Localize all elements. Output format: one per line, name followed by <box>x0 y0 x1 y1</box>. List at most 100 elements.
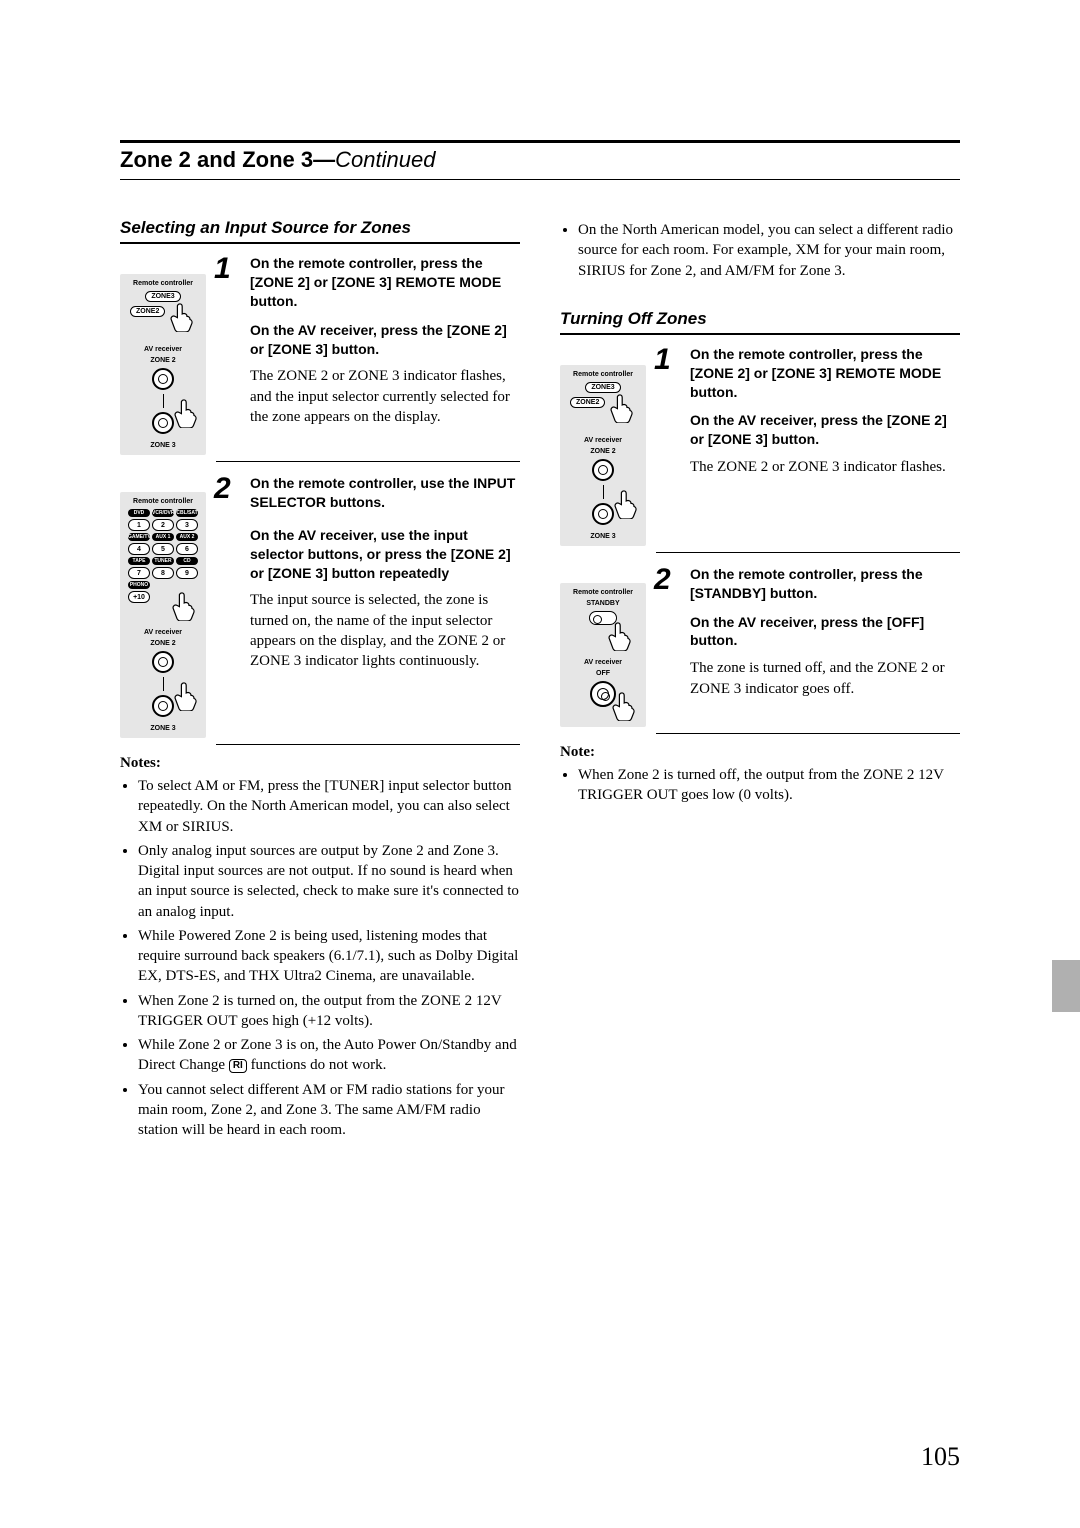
note-item: You cannot select different AM or FM rad… <box>138 1080 520 1141</box>
left-step1: Remote controller ZONE3 ZONE2 AV receive… <box>120 248 520 455</box>
right-step1-text: The ZONE 2 or ZONE 3 indicator flashes. <box>690 457 960 477</box>
hand-icon <box>612 489 638 519</box>
label-av: AV receiver <box>144 346 182 353</box>
right-step1-body: On the remote controller, press the [ZON… <box>690 345 960 478</box>
right-column: On the North American model, you can sel… <box>560 218 960 1140</box>
left-heading-rule <box>120 242 520 244</box>
hand-icon <box>172 681 198 711</box>
note-heading: Note: <box>560 744 960 761</box>
left-step1-bold1: On the remote controller, press the [ZON… <box>250 254 520 311</box>
right-step2-bold1: On the remote controller, press the [STA… <box>690 565 960 603</box>
step-divider <box>656 552 960 553</box>
zone3-knob-icon <box>152 695 174 717</box>
label-zone2: ZONE 2 <box>150 640 175 647</box>
hand-icon <box>168 302 194 332</box>
label-zone3: ZONE 3 <box>150 442 175 449</box>
left-step2-bold2: On the AV receiver, use the input select… <box>250 526 520 583</box>
keypad-icon: DVD VCR/DVR CBL/SAT 1 2 3 GAME/TV AUX 1 … <box>128 509 198 603</box>
zone2-button-icon: ZONE2 <box>570 397 605 408</box>
left-step2-body: On the remote controller, use the INPUT … <box>250 474 520 671</box>
hand-icon <box>172 398 198 428</box>
two-column-layout: Selecting an Input Source for Zones Remo… <box>120 218 960 1140</box>
hand-icon <box>606 621 632 651</box>
step-divider <box>216 461 520 462</box>
title-main: Zone 2 and Zone 3 <box>120 147 313 172</box>
left-step1-body: On the remote controller, press the [ZON… <box>250 254 520 427</box>
right-step1-bold1: On the remote controller, press the [ZON… <box>690 345 960 402</box>
right-step2-illus: Remote controller STANDBY AV receiver OF… <box>560 583 646 727</box>
zone3-knob-icon <box>152 412 174 434</box>
label-zone2: ZONE 2 <box>590 448 615 455</box>
note-item: When Zone 2 is turned on, the output fro… <box>138 991 520 1032</box>
left-step1-text: The ZONE 2 or ZONE 3 indicator flashes, … <box>250 366 520 427</box>
ri-icon: RI <box>229 1059 247 1073</box>
notes-list: To select AM or FM, press the [TUNER] in… <box>120 776 520 1140</box>
right-step2-bold2: On the AV receiver, press the [OFF] butt… <box>690 613 960 651</box>
connector-line <box>163 394 164 408</box>
zone2-knob-icon <box>592 459 614 481</box>
left-step1-bold2: On the AV receiver, press the [ZONE 2] o… <box>250 321 520 359</box>
thumb-tab <box>1052 960 1080 1012</box>
note-item: When Zone 2 is turned off, the output fr… <box>578 765 960 806</box>
right-top-bullet: On the North American model, you can sel… <box>560 220 960 281</box>
note-item: Only analog input sources are output by … <box>138 841 520 922</box>
title-rule-bottom <box>120 179 960 180</box>
page-title: Zone 2 and Zone 3—Continued <box>120 147 960 173</box>
left-step1-num: 1 <box>214 254 240 427</box>
note-item: While Zone 2 or Zone 3 is on, the Auto P… <box>138 1035 520 1076</box>
left-step2-num: 2 <box>214 474 240 671</box>
title-sep: — <box>313 147 335 172</box>
zone2-knob-icon <box>152 368 174 390</box>
connector-line <box>163 677 164 691</box>
label-standby: STANDBY <box>586 600 619 607</box>
right-top-bullet-text: On the North American model, you can sel… <box>578 220 960 281</box>
right-step2: Remote controller STANDBY AV receiver OF… <box>560 559 960 727</box>
left-step2-illus: Remote controller DVD VCR/DVR CBL/SAT 1 … <box>120 492 206 738</box>
title-rule-top <box>120 140 960 143</box>
note-item: To select AM or FM, press the [TUNER] in… <box>138 776 520 837</box>
left-heading: Selecting an Input Source for Zones <box>120 218 520 238</box>
zone3-knob-icon <box>592 503 614 525</box>
right-heading-rule <box>560 333 960 335</box>
label-off: OFF <box>596 670 610 677</box>
left-step2: Remote controller DVD VCR/DVR CBL/SAT 1 … <box>120 468 520 738</box>
zone3-button-icon: ZONE3 <box>145 291 180 302</box>
right-note-list: When Zone 2 is turned off, the output fr… <box>560 765 960 806</box>
title-continued: Continued <box>335 147 435 172</box>
right-heading: Turning Off Zones <box>560 309 960 329</box>
label-remote: Remote controller <box>133 280 193 287</box>
hand-icon <box>608 393 634 423</box>
right-step1-illus: Remote controller ZONE3 ZONE2 AV receive… <box>560 365 646 546</box>
label-av: AV receiver <box>584 659 622 666</box>
off-knob-icon <box>590 681 616 707</box>
zone2-button-icon: ZONE2 <box>130 306 165 317</box>
label-remote: Remote controller <box>573 371 633 378</box>
step-divider <box>216 744 520 745</box>
standby-button-icon <box>589 611 617 625</box>
left-step2-text: The input source is selected, the zone i… <box>250 590 520 671</box>
zone2-knob-icon <box>152 651 174 673</box>
label-av: AV receiver <box>144 629 182 636</box>
right-step1-num: 1 <box>654 345 680 478</box>
right-step1-bold2: On the AV receiver, press the [ZONE 2] o… <box>690 411 960 449</box>
label-zone3: ZONE 3 <box>590 533 615 540</box>
left-step2-bold1: On the remote controller, use the INPUT … <box>250 474 520 512</box>
connector-line <box>603 485 604 499</box>
page-number: 105 <box>921 1442 960 1472</box>
zone3-button-icon: ZONE3 <box>585 382 620 393</box>
right-step1: Remote controller ZONE3 ZONE2 AV receive… <box>560 339 960 546</box>
label-zone2: ZONE 2 <box>150 357 175 364</box>
right-step2-text: The zone is turned off, and the ZONE 2 o… <box>690 658 960 699</box>
notes-heading: Notes: <box>120 755 520 772</box>
left-step1-illus: Remote controller ZONE3 ZONE2 AV receive… <box>120 274 206 455</box>
label-av: AV receiver <box>584 437 622 444</box>
label-remote: Remote controller <box>133 498 193 505</box>
right-step2-num: 2 <box>654 565 680 699</box>
note-text-post: functions do not work. <box>251 1057 387 1073</box>
left-column: Selecting an Input Source for Zones Remo… <box>120 218 520 1140</box>
step-divider <box>656 733 960 734</box>
note-item: While Powered Zone 2 is being used, list… <box>138 926 520 987</box>
label-remote: Remote controller <box>573 589 633 596</box>
label-zone3: ZONE 3 <box>150 725 175 732</box>
hand-icon <box>170 591 196 621</box>
